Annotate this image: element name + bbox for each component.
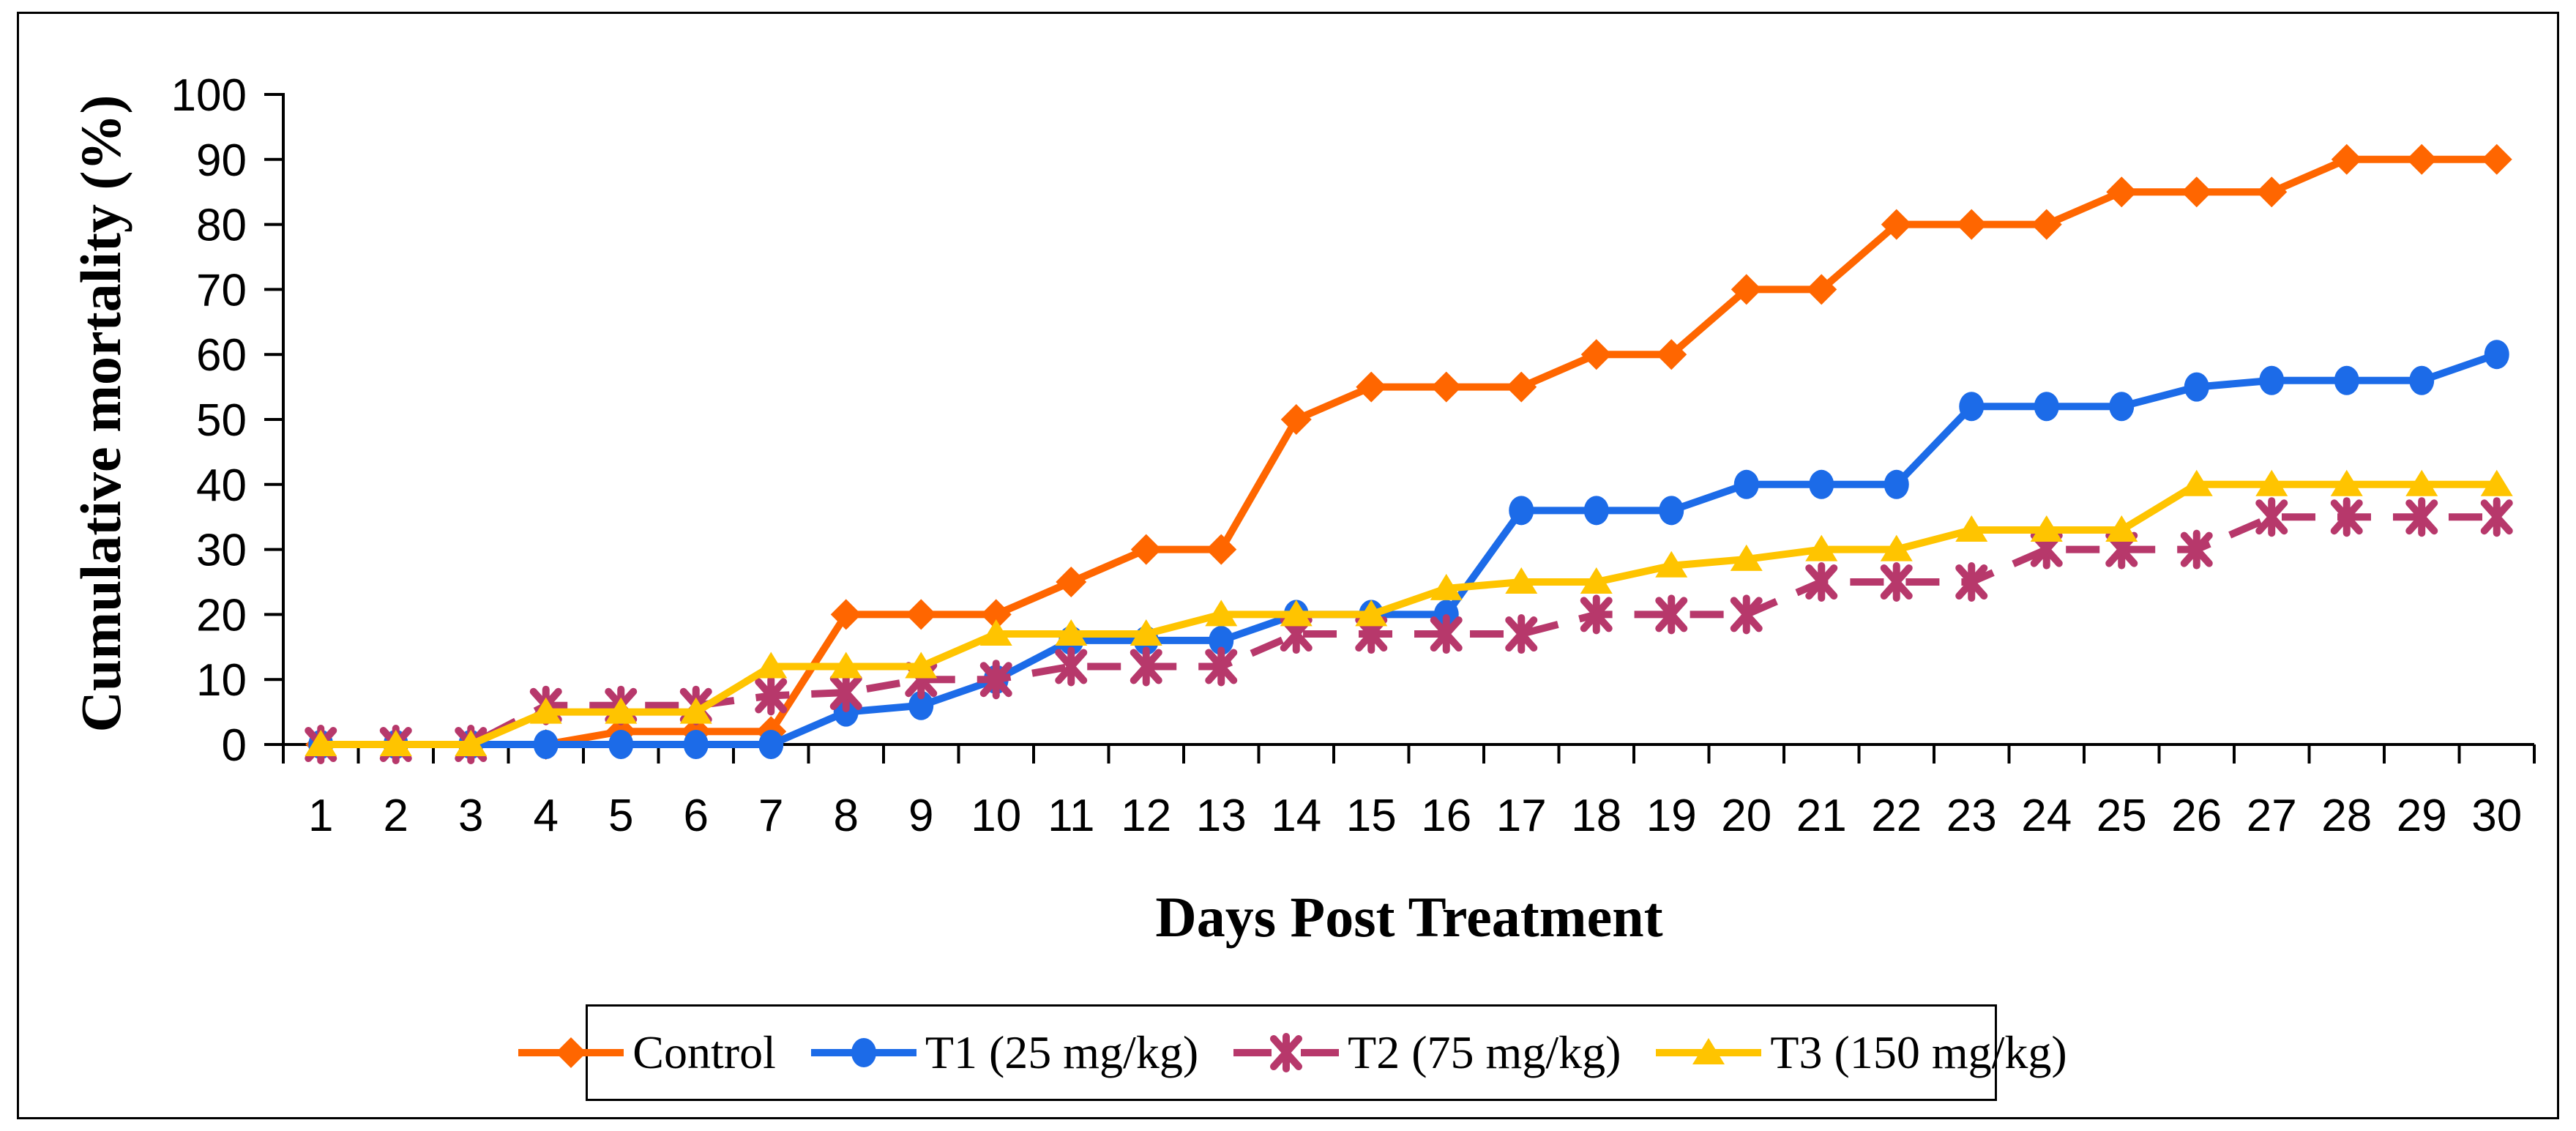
legend-item: T1 (25 mg/kg) bbox=[808, 1026, 1198, 1080]
series-line bbox=[321, 513, 2497, 748]
x-tick-label: 28 bbox=[2321, 791, 2372, 841]
x-tick-label: 1 bbox=[308, 791, 333, 841]
x-tick-label: 3 bbox=[458, 791, 483, 841]
x-tick-label: 12 bbox=[1121, 791, 1171, 841]
legend-item: Control bbox=[515, 1026, 776, 1080]
x-tick-label: 10 bbox=[971, 791, 1021, 841]
legend: Control T1 (25 mg/kg) T2 (75 mg/kg) T3 (150… bbox=[518, 1004, 2067, 1101]
x-tick-label: 27 bbox=[2247, 791, 2297, 841]
series-t3-150-mg-kg bbox=[305, 469, 2513, 756]
x-tick-label: 18 bbox=[1571, 791, 1621, 841]
x-tick-label: 5 bbox=[608, 791, 633, 841]
x-tick-label: 2 bbox=[384, 791, 408, 841]
x-tick-label: 11 bbox=[1048, 791, 1094, 841]
x-tick-label: 19 bbox=[1646, 791, 1697, 841]
x-tick-label: 24 bbox=[2021, 791, 2072, 841]
x-axis-title: Days Post Treatment bbox=[1155, 885, 1663, 949]
series-line bbox=[321, 351, 2498, 748]
figure-border bbox=[17, 12, 2559, 1119]
x-tick-label: 7 bbox=[758, 791, 783, 841]
y-tick-label: 40 bbox=[196, 460, 247, 511]
y-tick-label: 90 bbox=[196, 135, 247, 186]
legend-label: T3 (150 mg/kg) bbox=[1770, 1026, 2067, 1078]
x-tick-label: 16 bbox=[1421, 791, 1471, 841]
series-t2-75-mg-kg bbox=[305, 497, 2513, 764]
x-tick-label: 15 bbox=[1346, 791, 1397, 841]
x-tick-label: 17 bbox=[1496, 791, 1547, 841]
y-tick-label: 0 bbox=[222, 720, 247, 771]
y-tick-label: 30 bbox=[196, 526, 247, 576]
y-tick-label: 50 bbox=[196, 395, 247, 446]
x-tick-label: 4 bbox=[534, 791, 559, 841]
series-line bbox=[321, 155, 2497, 748]
x-tick-label: 14 bbox=[1271, 791, 1321, 841]
legend-label: T1 (25 mg/kg) bbox=[925, 1026, 1199, 1078]
x-tick-label: 8 bbox=[834, 791, 859, 841]
legend-item: T3 (150 mg/kg) bbox=[1653, 1026, 2067, 1080]
legend-label: T2 (75 mg/kg) bbox=[1348, 1026, 1621, 1078]
y-tick-label: 60 bbox=[196, 330, 247, 381]
y-tick-label: 70 bbox=[196, 265, 247, 316]
legend-marker-triangle-icon bbox=[1656, 1038, 1762, 1064]
y-tick-label: 10 bbox=[196, 655, 247, 706]
legend-marker-diamond-icon bbox=[518, 1037, 624, 1068]
x-tick-label: 6 bbox=[684, 791, 709, 841]
x-tick-label: 30 bbox=[2471, 791, 2522, 841]
series-control bbox=[305, 143, 2512, 760]
x-tick-label: 21 bbox=[1796, 791, 1847, 841]
x-tick-label: 29 bbox=[2397, 791, 2447, 841]
legend-label: Control bbox=[632, 1026, 776, 1078]
y-tick-label: 20 bbox=[196, 590, 247, 641]
x-tick-label: 25 bbox=[2097, 791, 2147, 841]
y-axis: 0 10 20 30 40 50 60 70 80 90 100 bbox=[171, 70, 285, 771]
legend-marker-circle-icon bbox=[810, 1038, 916, 1067]
x-tick-label: 20 bbox=[1721, 791, 1772, 841]
x-tick-label: 23 bbox=[1946, 791, 1997, 841]
legend-item: T2 (75 mg/kg) bbox=[1231, 1026, 1621, 1080]
x-tick-label: 9 bbox=[908, 791, 933, 841]
x-tick-label: 13 bbox=[1196, 791, 1247, 841]
legend-marker-star-icon bbox=[1233, 1033, 1340, 1072]
y-axis-title: Cumulative mortality (%) bbox=[69, 94, 132, 733]
series-line bbox=[321, 480, 2497, 748]
x-axis: 1 2 3 4 5 6 7 8 9 10 11 12 13 14 15 16 17 18 19 20 21 22 23 24 2… bbox=[282, 743, 2536, 841]
x-tick-label: 26 bbox=[2171, 791, 2222, 841]
y-tick-label: 80 bbox=[196, 201, 247, 251]
y-tick-label: 100 bbox=[171, 70, 247, 121]
x-tick-label: 22 bbox=[1871, 791, 1922, 841]
